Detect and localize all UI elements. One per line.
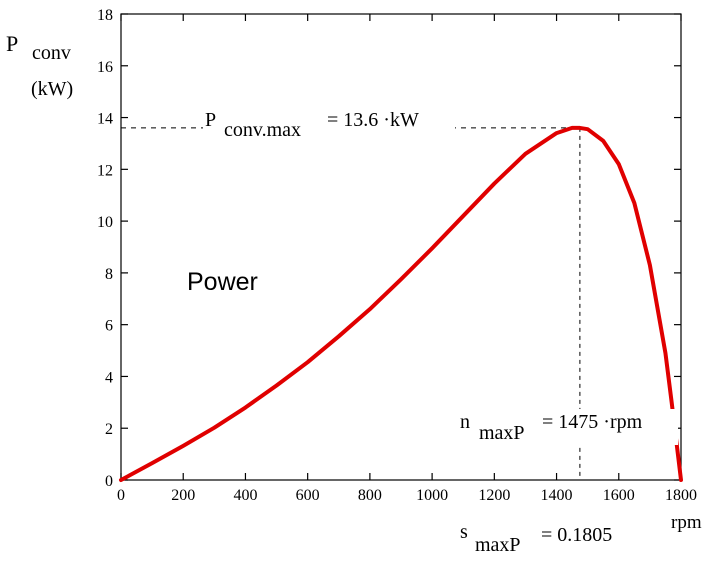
series-label-power: Power: [187, 268, 258, 296]
y-axis-label-sub: conv: [32, 42, 71, 64]
annotation-smax: s maxP = 0.1805: [460, 521, 612, 556]
x-axis-label: rpm: [671, 512, 702, 533]
annotation-smax-main: s: [460, 521, 468, 543]
x-tick-label: 800: [358, 487, 382, 504]
annotation-smax-sub: maxP: [475, 534, 521, 556]
annotation-nmax-background: [450, 409, 678, 445]
power-series-line: [119, 125, 683, 482]
y-tick-label: 18: [97, 7, 113, 24]
annotation-nmax-value: = 1475 ·rpm: [542, 411, 643, 433]
annotation-pmax-background: [203, 105, 455, 143]
x-tick-label: 1200: [478, 487, 510, 504]
y-tick-label: 14: [97, 111, 113, 128]
x-tick-label: 400: [233, 487, 257, 504]
x-tick-labels: 0 200 400 600 800 1000 1200 1400 1600 1800: [117, 487, 697, 504]
annotation-smax-value: = 0.1805: [541, 524, 612, 546]
y-axis-label: P conv (kW): [6, 31, 73, 100]
x-tick-label: 1800: [665, 487, 697, 504]
x-tick-label: 1000: [416, 487, 448, 504]
annotation-pmax-value: = 13.6 ·kW: [327, 109, 419, 131]
x-tick-label: 1600: [603, 487, 635, 504]
y-tick-label: 0: [105, 473, 113, 490]
y-tick-label: 12: [97, 162, 113, 179]
y-axis-label-main: P: [6, 31, 18, 56]
y-tick-label: 8: [105, 266, 113, 283]
x-tick-label: 200: [171, 487, 195, 504]
annotation-pmax: P conv.max = 13.6 ·kW: [203, 105, 455, 143]
x-tick-label: 600: [296, 487, 320, 504]
annotation-pmax-main: P: [205, 109, 216, 131]
annotation-nmax: n maxP = 1475 ·rpm: [450, 409, 678, 445]
y-axis-label-unit: (kW): [31, 78, 73, 100]
annotation-nmax-main: n: [460, 411, 470, 433]
plot-frame: [120, 13, 682, 481]
axis-ticks: [120, 13, 682, 481]
x-tick-label: 1400: [541, 487, 573, 504]
y-tick-label: 4: [105, 369, 113, 386]
y-tick-label: 2: [105, 421, 113, 438]
y-tick-label: 10: [97, 214, 113, 231]
annotation-nmax-sub: maxP: [479, 422, 525, 444]
y-tick-labels: 0 2 4 6 8 10 12 14 16 18: [97, 7, 113, 490]
y-tick-label: 16: [97, 59, 113, 76]
y-tick-label: 6: [105, 318, 113, 335]
x-tick-label: 0: [117, 487, 125, 504]
annotation-pmax-sub: conv.max: [224, 119, 301, 141]
